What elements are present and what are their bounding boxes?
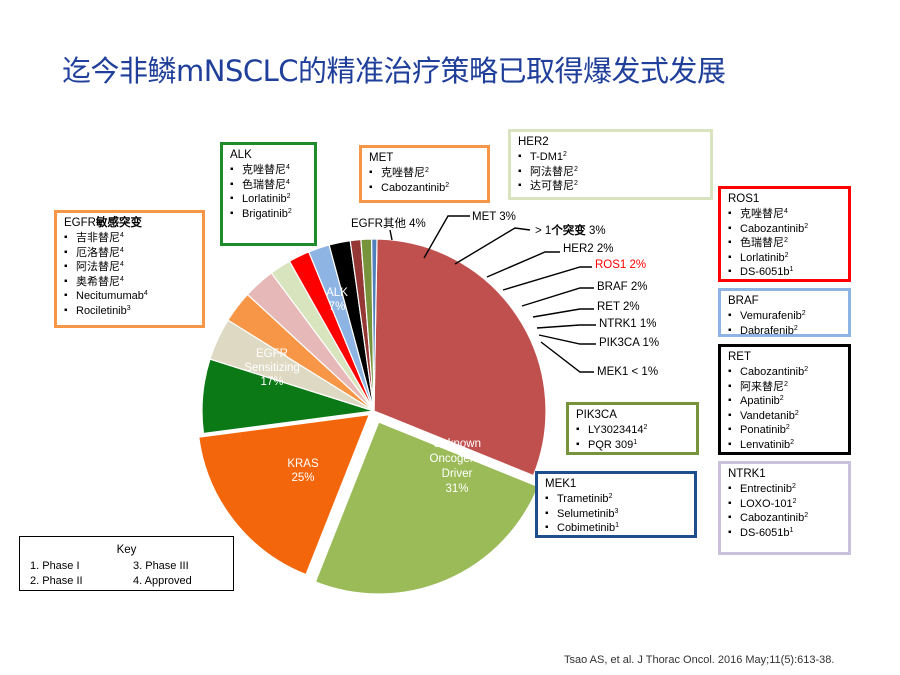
- drug-item: T-DM12: [518, 150, 704, 165]
- her2-drug-box: HER2 T-DM12阿法替尼2达可替尼2: [508, 129, 713, 200]
- drug-item: Cobimetinib1: [545, 521, 688, 536]
- drug-item: 阿法替尼4: [64, 260, 196, 275]
- callout-ros1: ROS1 2%: [595, 259, 647, 271]
- drug-item: Trametinib2: [545, 492, 688, 507]
- drug-item: Ponatinib2: [728, 423, 842, 438]
- page-title: 迄今非鳞mNSCLC的精准治疗策略已取得爆发式发展: [62, 54, 726, 88]
- drug-item: Brigatinib2: [230, 207, 308, 222]
- drug-item: Entrectinib2: [728, 482, 842, 497]
- drug-item: Necitumumab4: [64, 289, 196, 304]
- drug-item: Selumetinib3: [545, 507, 688, 522]
- drug-item: Cabozantinib2: [728, 365, 842, 380]
- key-phase-1: 1. Phase I: [30, 560, 80, 572]
- leader-braf: [521, 287, 594, 307]
- ret-box-title: RET: [728, 351, 751, 363]
- ret-drug-box: RET Cabozantinib2阿来替尼2Apatinib2Vandetanib…: [718, 344, 851, 455]
- pie-label-kras: KRAS 25%: [287, 458, 319, 484]
- drug-item: Cabozantinib2: [728, 222, 842, 237]
- leader-multi: [454, 227, 531, 265]
- callout-ret: RET 2%: [597, 301, 640, 313]
- drug-item: Apatinib2: [728, 394, 842, 409]
- leader-pik3ca: [538, 334, 596, 345]
- braf-box-title: BRAF: [728, 295, 759, 307]
- drug-item: 克唑替尼4: [230, 163, 308, 178]
- drug-item: Lorlatinib2: [230, 192, 308, 207]
- ros1-drug-box: ROS1 克唑替尼4Cabozantinib2色瑞替尼2Lorlatinib2DS…: [718, 186, 851, 282]
- pie-label-egfr: EGFR Sensitizing 17%: [244, 348, 300, 388]
- pie-slice-kras: [314, 421, 539, 595]
- met-box-title: MET: [369, 152, 394, 164]
- callout-mek1: MEK1 < 1%: [597, 366, 659, 378]
- drug-item: 阿来替尼2: [728, 380, 842, 395]
- callout-multi: > 1个突变 3%: [535, 225, 606, 237]
- pik3ca-box-title: PIK3CA: [576, 409, 617, 421]
- braf-drug-box: BRAF Vemurafenib2Dabrafenib2: [718, 288, 851, 339]
- drug-item: 色瑞替尼2: [728, 236, 842, 251]
- ntrk1-box-title: NTRK1: [728, 468, 766, 480]
- pie-slice-mek1: [371, 238, 378, 412]
- leader-ros1: [502, 266, 592, 291]
- drug-item: 奥希替尼4: [64, 275, 196, 290]
- drug-item: PQR 3091: [576, 438, 690, 453]
- callout-ntrk1: NTRK1 1%: [599, 318, 657, 330]
- drug-item: Lorlatinib2: [728, 251, 842, 266]
- drug-item: 厄洛替尼4: [64, 246, 196, 261]
- ros1-box-title: ROS1: [728, 193, 760, 205]
- pie-label-unknown: Unknown Oncogenic Driver 31%: [430, 438, 485, 495]
- pik3ca-drug-box: PIK3CA LY30234142PQR 3091: [566, 402, 699, 455]
- drug-item: 吉非替尼4: [64, 231, 196, 246]
- drug-item: 阿法替尼2: [518, 165, 704, 180]
- alk-box-title: ALK: [230, 149, 252, 161]
- met-drug-box: MET 克唑替尼2Cabozantinib2: [359, 145, 490, 203]
- pie-label-alk: ALK 7%: [326, 287, 348, 313]
- drug-item: 克唑替尼4: [728, 207, 842, 222]
- leader-her2: [486, 251, 560, 278]
- her2-box-title: HER2: [518, 136, 549, 148]
- leader-met: [423, 215, 470, 259]
- egfr-box-title: EGFR敏感突变: [64, 217, 142, 229]
- key-phase-2: 2. Phase II: [30, 575, 83, 587]
- leader-ret: [532, 308, 594, 318]
- ntrk1-drug-box: NTRK1 Entrectinib2LOXO-1012Cabozantinib2D…: [718, 461, 851, 555]
- callout-pik3ca: PIK3CA 1%: [599, 337, 660, 349]
- leader-ntrk1: [536, 324, 596, 329]
- key-title: Key: [116, 544, 137, 556]
- callout-braf: BRAF 2%: [597, 281, 648, 293]
- drug-item: LOXO-1012: [728, 497, 842, 512]
- callout-her2: HER2 2%: [563, 243, 614, 255]
- drug-item: 达可替尼2: [518, 179, 704, 194]
- citation: Tsao AS, et al. J Thorac Oncol. 2016 May…: [564, 654, 835, 666]
- drug-item: Lenvatinib2: [728, 438, 842, 453]
- key-legend: Key 1. Phase I 3. Phase III 2. Phase II …: [19, 536, 234, 591]
- drug-item: DS-6051b1: [728, 526, 842, 541]
- drug-item: Vemurafenib2: [728, 309, 842, 324]
- key-approved: 4. Approved: [133, 575, 192, 587]
- pie-slice-egfr-sensitizing: [198, 413, 371, 576]
- drug-item: LY30234142: [576, 423, 690, 438]
- drug-item: Cabozantinib2: [728, 511, 842, 526]
- drug-item: Vandetanib2: [728, 409, 842, 424]
- drug-item: 色瑞替尼4: [230, 178, 308, 193]
- drug-item: DS-6051b1: [728, 265, 842, 280]
- drug-item: Cabozantinib2: [369, 181, 481, 196]
- key-phase-3: 3. Phase III: [133, 560, 189, 572]
- callout-met: MET 3%: [472, 211, 516, 223]
- leader-mek1: [540, 341, 594, 373]
- pie-slice-unknown-oncogenic-driver: [373, 238, 547, 477]
- egfr-drug-box: EGFR敏感突变吉非替尼4厄洛替尼4阿法替尼4奥希替尼4Necitumumab4…: [54, 210, 205, 328]
- drug-item: Rociletinib3: [64, 304, 196, 319]
- leader-egfr-other: [389, 229, 393, 241]
- drug-item: 克唑替尼2: [369, 166, 481, 181]
- callout-egfr-other: EGFR其他 4%: [351, 218, 426, 230]
- drug-item: Dabrafenib2: [728, 324, 842, 339]
- mek1-box-title: MEK1: [545, 478, 577, 490]
- alk-drug-box: ALK 克唑替尼4色瑞替尼4Lorlatinib2Brigatinib2: [220, 142, 317, 246]
- mek1-drug-box: MEK1 Trametinib2Selumetinib3Cobimetinib1: [535, 471, 697, 538]
